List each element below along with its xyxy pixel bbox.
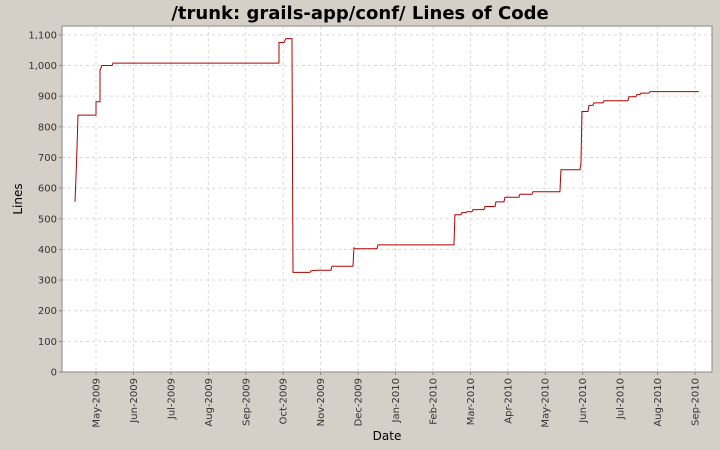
x-tick-label: Oct-2009 xyxy=(279,378,290,424)
y-tick-label: 500 xyxy=(38,214,57,225)
x-tick-label: Feb-2010 xyxy=(428,378,439,425)
x-tick-label: Jun-2009 xyxy=(129,378,140,424)
x-tick-label: Dec-2009 xyxy=(354,378,365,426)
y-tick-label: 1,100 xyxy=(28,30,57,41)
x-tick-label: Aug-2009 xyxy=(204,378,215,427)
y-tick-label: 100 xyxy=(38,337,57,348)
plot-area xyxy=(62,26,712,372)
y-tick-label: 800 xyxy=(38,122,57,133)
x-tick-label: Sep-2010 xyxy=(691,378,702,426)
chart-title: /trunk: grails-app/conf/ Lines of Code xyxy=(171,3,548,24)
y-tick-label: 700 xyxy=(38,153,57,164)
y-axis-label: Lines xyxy=(11,183,25,214)
x-tick-label: Nov-2009 xyxy=(316,378,327,426)
y-tick-label: 400 xyxy=(38,245,57,256)
x-tick-label: Mar-2010 xyxy=(466,378,477,425)
x-tick-label: Jul-2010 xyxy=(616,378,627,420)
x-tick-label: Aug-2010 xyxy=(653,378,664,427)
y-tick-label: 900 xyxy=(38,92,57,103)
x-axis-label: Date xyxy=(373,429,402,443)
y-tick-label: 300 xyxy=(38,276,57,287)
x-tick-label: Jun-2010 xyxy=(578,378,589,424)
y-tick-label: 600 xyxy=(38,184,57,195)
x-tick-label: Sep-2009 xyxy=(241,378,252,426)
y-tick-label: 1,000 xyxy=(28,61,57,72)
data-line xyxy=(74,38,699,273)
x-tick-label: Jul-2009 xyxy=(166,378,177,420)
x-tick-label: Jan-2010 xyxy=(391,378,402,423)
x-tick-label: Apr-2010 xyxy=(503,378,514,424)
plot-border xyxy=(61,25,713,373)
y-tick-label: 200 xyxy=(38,306,57,317)
y-tick-label: 0 xyxy=(51,368,57,379)
x-tick-label: May-2010 xyxy=(541,378,552,428)
x-tick-label: May-2009 xyxy=(92,378,103,428)
